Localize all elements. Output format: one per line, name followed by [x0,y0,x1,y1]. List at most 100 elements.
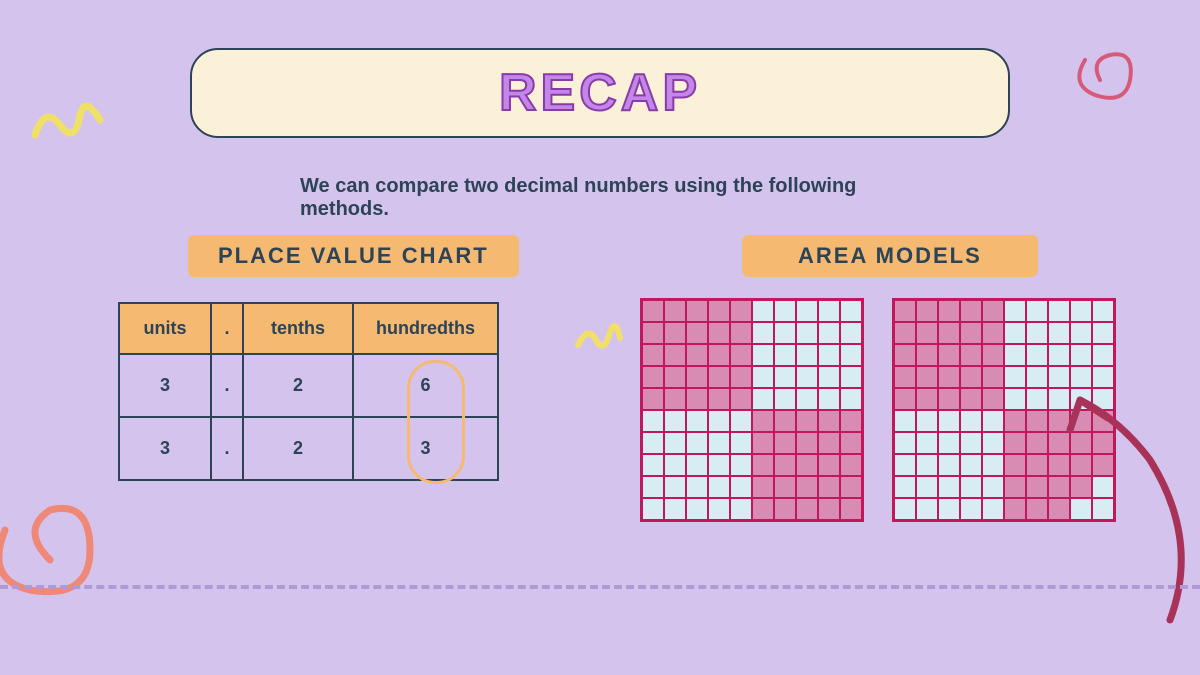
grid-cell [730,410,752,432]
grid-cell [1070,300,1092,322]
grid-cell [730,432,752,454]
arrow-decoration [1030,380,1200,640]
grid-cell [1092,344,1114,366]
grid-cell [774,410,796,432]
grid-cell [894,454,916,476]
grid-cell [752,344,774,366]
grid-cell [938,454,960,476]
grid-cell [960,476,982,498]
grid-cell [796,300,818,322]
grid-cell [664,322,686,344]
grid-cell [818,344,840,366]
grid-cell [938,410,960,432]
grid-cell [840,388,862,410]
cell: . [211,417,243,480]
grid-cell [840,344,862,366]
grid-cell [840,432,862,454]
title-container: RECAP [190,48,1010,138]
grid-cell [730,476,752,498]
grid-cell [708,454,730,476]
grid-cell [774,366,796,388]
grid-cell [982,454,1004,476]
grid-cell [938,432,960,454]
grid-cell [664,498,686,520]
grid-cell [1048,344,1070,366]
grid-cell [708,432,730,454]
grid-cell [730,498,752,520]
grid-cell [818,366,840,388]
grid-cell [982,432,1004,454]
grid-cell [664,300,686,322]
grid-cell [1048,300,1070,322]
grid-cell [664,432,686,454]
grid-cell [686,432,708,454]
grid-cell [1004,366,1026,388]
grid-cell [752,300,774,322]
grid-cell [960,366,982,388]
grid-cell [982,366,1004,388]
grid-cell [840,366,862,388]
grid-cell [730,300,752,322]
grid-cell [916,498,938,520]
grid-cell [730,388,752,410]
grid-cell [894,300,916,322]
grid-cell [818,432,840,454]
grid-cell [752,498,774,520]
grid-cell [938,322,960,344]
grid-cell [774,498,796,520]
grid-cell [982,300,1004,322]
grid-cell [686,322,708,344]
grid-cell [774,432,796,454]
grid-cell [840,498,862,520]
header-tenths: tenths [243,303,353,354]
grid-cell [916,454,938,476]
grid-cell [818,300,840,322]
grid-cell [752,432,774,454]
grid-cell [916,410,938,432]
grid-cell [982,322,1004,344]
grid-cell [730,454,752,476]
grid-cell [938,388,960,410]
grid-cell [752,366,774,388]
subtitle-text: We can compare two decimal numbers using… [300,175,900,221]
grid-cell [1004,498,1026,520]
grid-cell [752,454,774,476]
grid-cell [894,322,916,344]
squiggle-decoration [568,310,628,365]
grid-cell [840,454,862,476]
grid-cell [894,344,916,366]
grid-cell [894,432,916,454]
grid-cell [916,432,938,454]
grid-cell [642,300,664,322]
grid-cell [774,300,796,322]
grid-cell [1004,344,1026,366]
grid-cell [818,476,840,498]
grid-cell [730,366,752,388]
grid-cell [1004,432,1026,454]
grid-cell [686,476,708,498]
grid-cell [916,388,938,410]
grid-cell [642,388,664,410]
grid-cell [982,410,1004,432]
grid-cell [960,344,982,366]
grid-cell [1004,454,1026,476]
grid-cell [938,344,960,366]
grid-cell [1004,410,1026,432]
grid-cell [708,344,730,366]
grid-cell [708,322,730,344]
cell: 3 [119,354,211,417]
grid-cell [664,476,686,498]
grid-cell [840,476,862,498]
cell: 3 [119,417,211,480]
grid-cell [708,476,730,498]
grid-cell [894,498,916,520]
grid-cell [840,410,862,432]
place-value-label: PLACE VALUE CHART [188,235,519,277]
grid-cell [664,454,686,476]
grid-cell [960,410,982,432]
grid-cell [840,322,862,344]
grid-cell [938,498,960,520]
grid-cell [664,410,686,432]
grid-cell [894,366,916,388]
grid-cell [642,366,664,388]
